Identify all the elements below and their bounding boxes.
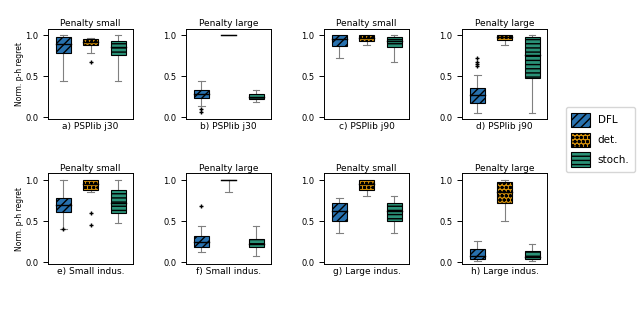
Bar	[525, 251, 540, 259]
Title: Penalty small: Penalty small	[337, 19, 397, 28]
Bar	[83, 180, 98, 190]
Bar	[332, 35, 347, 46]
Bar	[470, 249, 484, 259]
Bar	[332, 203, 347, 221]
Title: Penalty small: Penalty small	[337, 164, 397, 173]
X-axis label: g) Large indus.: g) Large indus.	[333, 267, 401, 276]
Bar	[387, 37, 402, 47]
Bar	[111, 190, 125, 213]
Title: Penalty small: Penalty small	[60, 164, 121, 173]
Y-axis label: Norm. p-h regret: Norm. p-h regret	[15, 187, 24, 251]
Y-axis label: Norm. p-h regret: Norm. p-h regret	[15, 42, 24, 106]
Title: Penalty small: Penalty small	[60, 19, 121, 28]
Bar	[497, 35, 512, 40]
Bar	[193, 89, 209, 98]
Title: Penalty large: Penalty large	[475, 19, 534, 28]
X-axis label: e) Small indus.: e) Small indus.	[57, 267, 124, 276]
X-axis label: c) PSPlib j90: c) PSPlib j90	[339, 122, 394, 131]
Title: Penalty large: Penalty large	[475, 164, 534, 173]
Bar	[56, 37, 70, 53]
Title: Penalty large: Penalty large	[199, 164, 259, 173]
Bar	[248, 239, 264, 247]
Bar	[248, 94, 264, 100]
X-axis label: d) PSPlib j90: d) PSPlib j90	[476, 122, 533, 131]
X-axis label: a) PSPlib j30: a) PSPlib j30	[63, 122, 119, 131]
Bar	[497, 183, 512, 203]
Bar	[470, 88, 484, 103]
X-axis label: b) PSPlib j30: b) PSPlib j30	[200, 122, 257, 131]
Bar	[359, 35, 374, 41]
X-axis label: h) Large indus.: h) Large indus.	[470, 267, 538, 276]
Bar	[83, 39, 98, 45]
Legend: DFL, det., stoch.: DFL, det., stoch.	[566, 107, 635, 172]
Bar	[193, 236, 209, 247]
X-axis label: f) Small indus.: f) Small indus.	[196, 267, 261, 276]
Title: Penalty large: Penalty large	[199, 19, 259, 28]
Bar	[56, 198, 70, 212]
Bar	[359, 180, 374, 190]
Bar	[111, 41, 125, 55]
Bar	[387, 203, 402, 221]
Bar	[525, 37, 540, 78]
